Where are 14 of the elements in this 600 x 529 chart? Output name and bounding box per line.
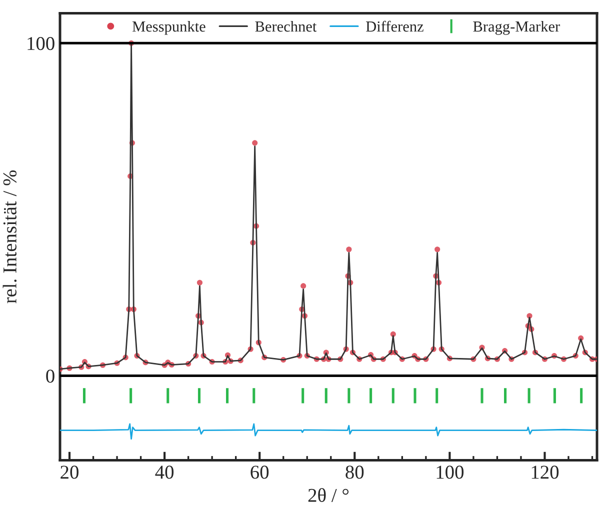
- x-tick-label: 100: [436, 466, 464, 479]
- x-tick-label: 40: [155, 466, 174, 479]
- y-tick-label: 0: [46, 370, 54, 383]
- x-tick-label: 20: [60, 466, 78, 479]
- legend-label: Berechnet: [255, 20, 317, 32]
- y-axis-title: rel. Intensität / %: [2, 170, 17, 304]
- x-tick-label: 60: [250, 466, 269, 479]
- legend-label: Differenz: [366, 20, 424, 32]
- line-series: [60, 423, 597, 440]
- x-tick-label: 80: [346, 466, 364, 479]
- legend-label: Bragg-Marker: [473, 20, 560, 35]
- x-tick-label: 120: [532, 466, 559, 479]
- x-axis-title: 2θ / °: [308, 488, 349, 502]
- legend-label: Messpunkte: [132, 20, 206, 35]
